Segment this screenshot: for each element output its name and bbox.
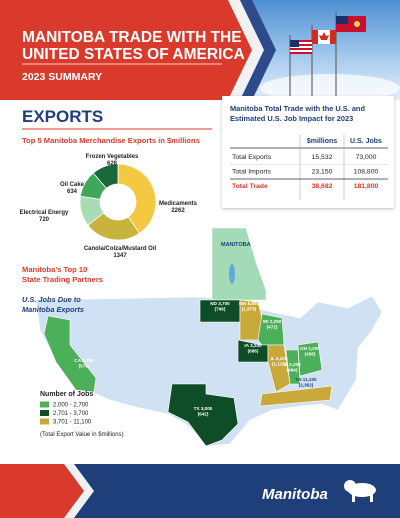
chevron (228, 0, 264, 100)
state-shape (259, 385, 333, 407)
legend-swatch (40, 401, 49, 408)
legend-title: Number of Jobs (40, 391, 93, 398)
subtitle: 2023 SUMMARY (22, 71, 102, 83)
table-title: Estimated U.S. Job Impact for 2023 (230, 114, 353, 123)
donut-label: Oil Cake (60, 182, 85, 188)
state-label: TN 11,100 (295, 377, 317, 382)
chevron (240, 0, 276, 100)
donut-label: Medicaments (159, 201, 198, 207)
state-value: (579) (79, 364, 90, 369)
donut-value: 1347 (113, 253, 127, 259)
section-heading: EXPORTS (22, 107, 103, 126)
manitoba-flag (336, 16, 366, 32)
us-flag (290, 40, 312, 54)
table-cell: 15,532 (312, 154, 333, 161)
state-label: ND 3,700 (210, 301, 230, 306)
state-value: (458) (305, 352, 316, 357)
table-header: $millions (307, 138, 337, 145)
legend-label: 3,701 - 11,100 (53, 420, 92, 426)
footer-chevron (0, 464, 84, 518)
donut-slice (92, 163, 119, 189)
state-label: TX 3,000 (194, 406, 213, 411)
state-value: (796) (215, 307, 226, 312)
legend-label: 2,701 - 3,700 (53, 411, 89, 417)
state-label: IA 3,200 (244, 343, 262, 348)
state-label: IL 5,100 (271, 356, 288, 361)
title: UNITED STATES OF AMERICA (22, 46, 245, 63)
cloud (260, 74, 400, 102)
table-cell: 23,150 (312, 169, 333, 176)
state-label: WI 2,200 (263, 319, 282, 324)
state-shape (167, 383, 239, 447)
state-value: (1,875) (242, 307, 257, 312)
bison-icon (344, 480, 376, 502)
donut-label: Frozen Vegetables (86, 154, 139, 160)
manitoba-shape (211, 227, 267, 301)
state-shape (43, 315, 97, 393)
legend-swatch (40, 410, 49, 416)
canada-flag (312, 30, 336, 44)
map (35, 227, 383, 447)
table-card (222, 96, 394, 208)
table-header: U.S. Jobs (350, 138, 382, 145)
legend-swatch (40, 418, 49, 425)
legend-note: (Total Export Value in $millions) (40, 432, 124, 438)
state-label: CA 2,700 (74, 358, 94, 363)
donut-value: 634 (67, 189, 78, 195)
donut-slice (117, 163, 157, 234)
donut-label: Canola/Colza/Mustard Oil (84, 246, 157, 252)
lake (229, 264, 235, 284)
map-title: State Trading Partners (22, 275, 103, 284)
state-value: (472) (267, 325, 278, 330)
state-value: (484) (287, 368, 298, 373)
table-cell: 108,800 (354, 169, 379, 176)
table-cell: Total Trade (232, 183, 268, 190)
table-cell: 73,000 (356, 154, 377, 161)
donut-label: Electrical Energy (20, 210, 69, 216)
state-label: MN 8,800 (239, 301, 259, 306)
table-cell: 181,800 (354, 183, 379, 190)
donut-value: 720 (39, 217, 50, 223)
title: MANITOBA TRADE WITH THE (22, 29, 242, 46)
province-label: MANITOBA (221, 242, 251, 248)
state-label: OH 2,200 (300, 346, 320, 351)
map-title: Manitoba's Top 10 (22, 265, 87, 274)
state-value: (686) (248, 349, 259, 354)
header-band (0, 0, 252, 100)
footer-brand: Manitoba (262, 486, 328, 503)
state-shape (267, 344, 291, 393)
donut-value: 2262 (171, 208, 185, 214)
state-shape (297, 341, 323, 377)
state-value: (642) (198, 412, 209, 417)
chart-title: Top 5 Manitoba Merchandise Exports in $m… (22, 136, 200, 145)
footer-chevron (64, 464, 94, 518)
table-cell: 38,682 (312, 183, 333, 190)
state-value: (1,115) (272, 362, 287, 367)
map-subtitle: U.S. Jobs Due to (22, 295, 81, 304)
table-title: Manitoba Total Trade with the U.S. and (230, 104, 365, 113)
map-subtitle: Manitoba Exports (22, 305, 84, 314)
table-cell: Total Imports (232, 169, 272, 176)
us-outline (35, 295, 383, 447)
donut-value: 628 (107, 161, 118, 167)
state-shape (285, 349, 301, 385)
legend-label: 2,000 - 2,700 (53, 403, 89, 409)
state-label: IN 2,300 (283, 362, 301, 367)
state-value: (2,362) (299, 383, 314, 388)
table-cell: Total Exports (232, 154, 272, 161)
